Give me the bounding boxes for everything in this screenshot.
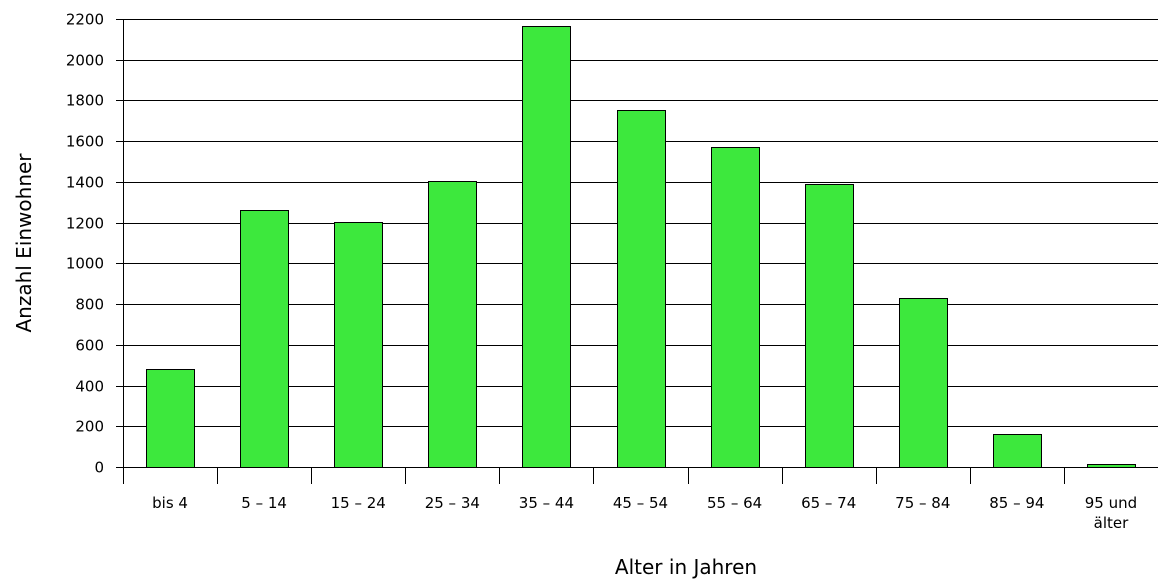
y-tick-label: 2000 (66, 52, 104, 70)
bar (994, 435, 1042, 468)
y-tick-labels: 0 200 400 600 800 1000 1200 1400 1600 1800 2000 220… (66, 11, 104, 477)
x-tick-label: bis 4 (152, 494, 188, 512)
x-tick-label: 15 – 24 (331, 494, 386, 512)
y-tick-label: 1600 (66, 133, 104, 151)
y-tick-label: 0 (94, 459, 104, 477)
bar (618, 111, 666, 468)
y-tick-label: 200 (75, 418, 104, 436)
y-axis-title: Anzahl Einwohner (12, 153, 36, 333)
bar (429, 182, 477, 468)
x-tick-label: 95 und älter (1085, 494, 1137, 532)
bar (147, 370, 195, 468)
bar (806, 185, 854, 468)
y-tick-label: 600 (75, 337, 104, 355)
x-tick-label: 85 – 94 (989, 494, 1044, 512)
x-tick-label: 35 – 44 (519, 494, 574, 512)
x-tick-label: 55 – 64 (707, 494, 762, 512)
bar (900, 299, 948, 468)
x-tick-labels: bis 4 5 – 14 15 – 24 25 – 34 35 – 44 45 – 54 5… (152, 494, 1137, 532)
bar (335, 223, 383, 468)
y-tick-label: 2200 (66, 11, 104, 29)
bars (147, 27, 1136, 468)
x-tick-label: 5 – 14 (241, 494, 287, 512)
bar (241, 211, 289, 468)
y-tick-label: 400 (75, 378, 104, 396)
x-tick-label: 45 – 54 (613, 494, 668, 512)
bar (523, 27, 571, 468)
y-tick-label: 1400 (66, 174, 104, 192)
x-axis-title: Alter in Jahren (615, 555, 757, 579)
y-tick-label: 1800 (66, 92, 104, 110)
x-tick-label: 25 – 34 (425, 494, 480, 512)
y-tick-label: 1200 (66, 215, 104, 233)
x-tick-label: 65 – 74 (801, 494, 856, 512)
y-tick-label: 1000 (66, 255, 104, 273)
bar (712, 148, 760, 468)
y-tick-label: 800 (75, 296, 104, 314)
x-tick-label: 75 – 84 (895, 494, 950, 512)
